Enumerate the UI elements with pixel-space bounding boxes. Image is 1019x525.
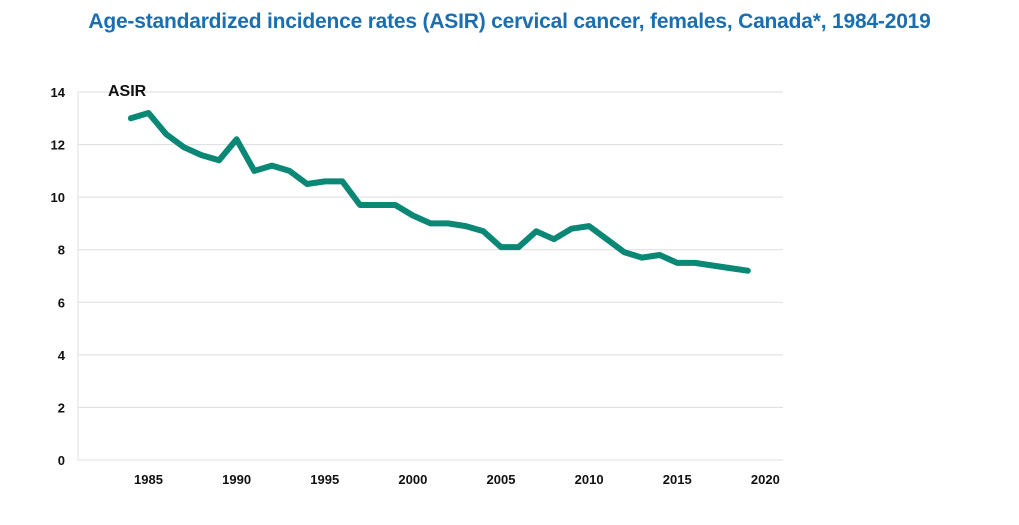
data-point (324, 180, 326, 182)
data-point (218, 159, 220, 161)
x-tick-label: 1990 (222, 472, 251, 487)
y-tick-label: 4 (58, 348, 66, 363)
data-point (394, 204, 396, 206)
data-point (747, 270, 749, 272)
data-point (535, 230, 537, 232)
data-point (289, 170, 290, 172)
data-point (553, 238, 555, 240)
axes (77, 92, 783, 461)
data-point (412, 215, 414, 217)
chart-title: Age-standardized incidence rates (ASIR) … (88, 10, 931, 33)
series-line (127, 110, 751, 274)
data-point (359, 204, 361, 206)
data-point (659, 254, 661, 256)
data-point (130, 117, 132, 119)
data-point (165, 133, 167, 135)
data-point (447, 222, 449, 224)
data-point (518, 246, 520, 248)
data-point (183, 146, 185, 148)
data-point (712, 264, 713, 266)
x-tick-label: 2005 (487, 472, 516, 487)
data-point (236, 138, 238, 140)
data-point (500, 246, 502, 248)
data-point (623, 251, 625, 253)
y-tick-label: 12 (51, 138, 65, 153)
x-tick-label: 1995 (310, 472, 339, 487)
data-point (200, 154, 202, 156)
y-axis-label: ASIR (108, 83, 147, 100)
y-tick-label: 0 (58, 453, 65, 468)
x-tick-labels: 1985 1990 1995 2000 2005 2010 2015 2020 (134, 472, 780, 487)
data-point (430, 222, 431, 224)
data-point (571, 228, 572, 230)
data-point (694, 262, 696, 264)
grid-lines (78, 91, 783, 408)
x-tick-label: 2000 (398, 472, 427, 487)
data-point (341, 180, 343, 182)
y-tick-label: 14 (51, 85, 66, 100)
x-tick-label: 2010 (575, 472, 604, 487)
data-point (271, 165, 273, 167)
y-tick-label: 8 (58, 243, 65, 258)
x-tick-label: 2020 (751, 472, 780, 487)
y-tick-label: 2 (58, 400, 65, 415)
data-point (377, 204, 379, 206)
data-point (306, 183, 308, 185)
data-point (676, 262, 678, 264)
data-point (253, 170, 255, 172)
data-point (588, 225, 590, 227)
data-point (465, 225, 467, 227)
y-tick-label: 6 (58, 295, 65, 310)
x-tick-label: 1985 (134, 472, 163, 487)
data-point (641, 257, 643, 259)
x-tick-label: 2015 (663, 472, 692, 487)
data-point (482, 230, 484, 232)
data-point (729, 267, 731, 269)
y-tick-label: 10 (51, 190, 65, 205)
data-point (148, 112, 149, 114)
y-tick-labels: 0 2 4 6 8 10 12 14 (51, 85, 66, 468)
series-lines (127, 110, 751, 274)
data-point (606, 238, 608, 240)
